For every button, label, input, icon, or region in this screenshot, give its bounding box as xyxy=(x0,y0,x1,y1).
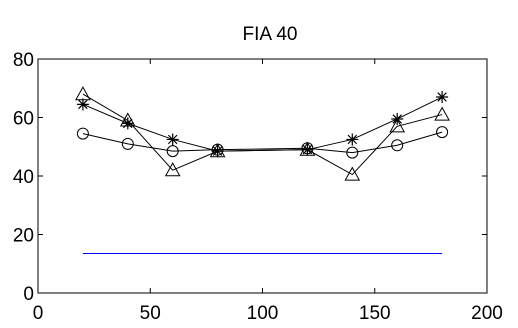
triangle-marker xyxy=(119,112,136,127)
y-tick-label: 0 xyxy=(23,284,34,305)
axis-tick-labels: 0 50 100 150 200 0 20 40 60 80 xyxy=(13,50,503,324)
triangle-marker xyxy=(75,86,91,101)
triangle-marker xyxy=(344,166,361,181)
chart-title: FIA 40 xyxy=(243,24,298,45)
star-marker xyxy=(346,133,359,146)
triangle-marker xyxy=(164,162,181,177)
series-line xyxy=(82,131,443,154)
series-line xyxy=(82,93,443,176)
star-marker xyxy=(76,98,89,111)
y-tick-label: 60 xyxy=(13,109,34,130)
circle-marker xyxy=(346,146,359,159)
x-tick-label: 200 xyxy=(471,303,503,324)
y-tick-label: 40 xyxy=(13,167,34,188)
y-tick-label: 80 xyxy=(13,50,34,71)
series-layer xyxy=(75,86,450,255)
circle-marker xyxy=(391,139,404,152)
star-marker xyxy=(166,133,179,146)
circle-marker xyxy=(76,127,89,140)
x-tick-label: 50 xyxy=(140,303,161,324)
y-tick-label: 20 xyxy=(13,226,34,247)
triangle-marker xyxy=(209,143,226,158)
circle-marker xyxy=(166,145,179,158)
series-triangle xyxy=(75,86,450,181)
triangle-marker xyxy=(389,118,406,133)
plot-area-frame xyxy=(37,58,488,294)
triangle-marker xyxy=(434,106,450,121)
axis-ticks xyxy=(37,58,488,294)
circle-marker xyxy=(436,126,449,139)
x-tick-label: 0 xyxy=(33,303,44,324)
x-tick-label: 100 xyxy=(247,303,279,324)
x-tick-label: 150 xyxy=(359,303,391,324)
star-marker xyxy=(436,91,449,104)
star-marker xyxy=(121,117,134,130)
circle-marker xyxy=(121,137,134,150)
triangle-marker xyxy=(299,141,316,156)
